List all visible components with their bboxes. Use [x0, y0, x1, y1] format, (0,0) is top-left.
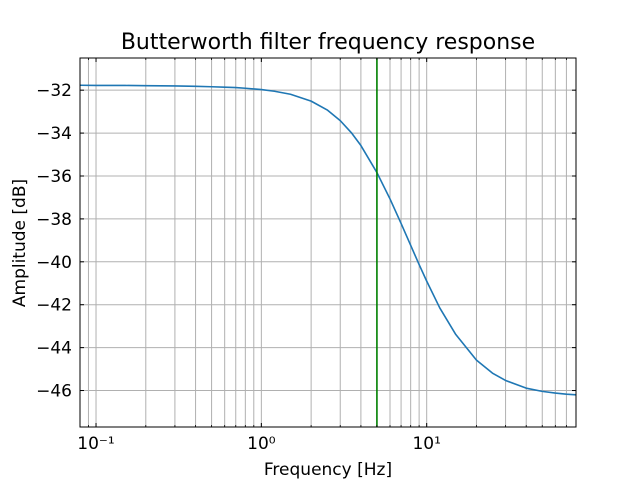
x-axis-label: Frequency [Hz]	[264, 460, 392, 480]
y-tick-label: −32	[36, 81, 72, 101]
y-tick-label: −34	[36, 124, 72, 144]
x-tick-label: 10⁻¹	[77, 434, 114, 454]
y-axis-label: Amplitude [dB]	[10, 179, 30, 307]
y-tick-label: −42	[36, 296, 72, 316]
y-tick-label: −36	[36, 167, 72, 187]
plot-frame	[79, 57, 577, 428]
y-tick-label: −44	[36, 339, 72, 359]
ticks: 10⁻¹ 10⁰ 10¹ −32 −34 −36 −38 −40 −42 −44 −46	[36, 58, 577, 454]
response-curve	[79, 84, 577, 396]
x-tick-label: 10¹	[412, 434, 440, 454]
y-tick-label: −40	[36, 253, 72, 273]
x-tick-label: 10⁰	[247, 434, 276, 454]
y-tick-label: −38	[36, 210, 72, 230]
y-tick-label: −46	[36, 382, 72, 402]
grid	[79, 58, 577, 427]
series-layer	[79, 84, 577, 396]
plot-border	[79, 57, 577, 428]
chart-title: Butterworth filter frequency response	[121, 30, 535, 55]
